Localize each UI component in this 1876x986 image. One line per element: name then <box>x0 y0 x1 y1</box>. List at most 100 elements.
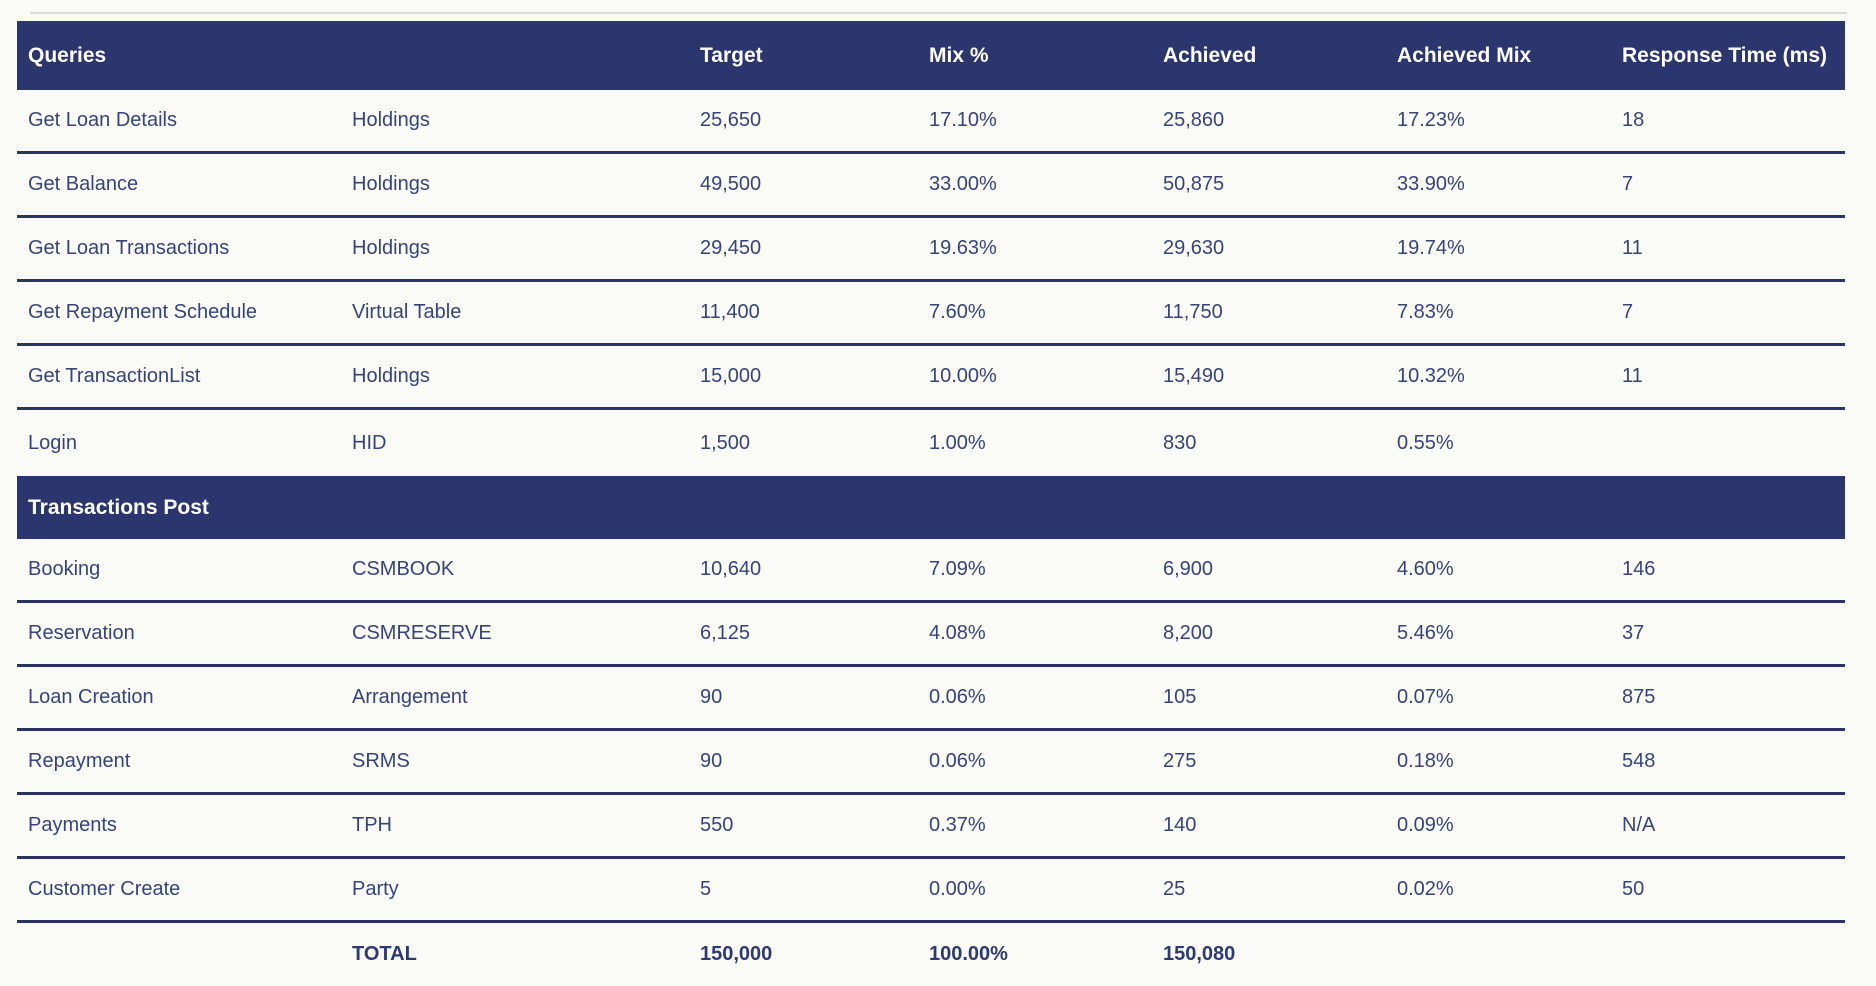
table-row: Get Loan Details Holdings 25,650 17.10% … <box>17 90 1845 154</box>
table-row: Login HID 1,500 1.00% 830 0.55% <box>17 410 1845 476</box>
cell-achieved: 8,200 <box>1163 622 1214 644</box>
cell-module: CSMRESERVE <box>352 622 492 644</box>
cell-achieved-mix: 0.09% <box>1397 814 1454 836</box>
column-header-mix: Mix % <box>929 43 989 67</box>
cell-achieved: 11,750 <box>1163 301 1223 323</box>
cell-achieved-mix: 19.74% <box>1397 237 1465 259</box>
cell-achieved: 830 <box>1163 431 1197 454</box>
cell-module: HID <box>352 431 387 454</box>
cell-module: TPH <box>352 814 392 836</box>
cell-achieved: 50,875 <box>1163 173 1225 195</box>
total-achieved: 150,080 <box>1163 942 1236 965</box>
cell-response-time: 548 <box>1622 750 1656 772</box>
cell-mix: 33.00% <box>929 173 997 195</box>
table-row: Payments TPH 550 0.37% 140 0.09% N/A <box>17 795 1845 859</box>
table-row: Get Balance Holdings 49,500 33.00% 50,87… <box>17 154 1845 218</box>
cell-mix: 19.63% <box>929 237 997 259</box>
cell-module: Party <box>352 878 399 900</box>
total-target: 150,000 <box>700 942 773 965</box>
cell-mix: 0.37% <box>929 814 986 836</box>
top-divider-line <box>30 12 1847 14</box>
cell-module: Holdings <box>352 237 430 259</box>
cell-achieved-mix: 7.83% <box>1397 301 1454 323</box>
cell-target: 90 <box>700 686 723 708</box>
cell-transaction-name: Customer Create <box>28 878 181 900</box>
total-mix: 100.00% <box>929 942 1008 965</box>
cell-target: 15,000 <box>700 365 762 387</box>
cell-module: Holdings <box>352 173 430 195</box>
cell-query-name: Get Loan Details <box>28 109 177 131</box>
cell-mix: 1.00% <box>929 431 986 454</box>
cell-response-time: 11 <box>1622 237 1643 259</box>
cell-module: Holdings <box>352 365 430 387</box>
cell-mix: 0.00% <box>929 878 986 900</box>
cell-target: 90 <box>700 750 723 772</box>
cell-response-time: 875 <box>1622 686 1656 708</box>
cell-module: Arrangement <box>352 686 468 708</box>
cell-transaction-name: Repayment <box>28 750 131 772</box>
cell-target: 10,640 <box>700 558 762 580</box>
cell-transaction-name: Payments <box>28 814 117 836</box>
column-header-target: Target <box>700 43 763 67</box>
cell-query-name: Get TransactionList <box>28 365 201 387</box>
total-row: TOTAL 150,000 100.00% 150,080 <box>17 923 1845 985</box>
section-header-transactions-post: Transactions Post <box>17 476 1845 539</box>
column-header-achieved-mix: Achieved Mix <box>1397 43 1532 67</box>
cell-query-name: Get Repayment Schedule <box>28 301 258 323</box>
cell-module: CSMBOOK <box>352 558 455 580</box>
section-header-label: Transactions Post <box>28 495 209 519</box>
cell-achieved-mix: 0.02% <box>1397 878 1454 900</box>
cell-achieved-mix: 5.46% <box>1397 622 1454 644</box>
cell-achieved: 275 <box>1163 750 1197 772</box>
column-header-response-time: Response Time (ms) <box>1622 43 1828 67</box>
table-row: Customer Create Party 5 0.00% 25 0.02% 5… <box>17 859 1845 923</box>
cell-achieved: 25,860 <box>1163 109 1225 131</box>
cell-query-name: Get Loan Transactions <box>28 237 230 259</box>
cell-target: 1,500 <box>700 431 751 454</box>
cell-query-name: Get Balance <box>28 173 139 195</box>
cell-module: Holdings <box>352 109 430 131</box>
cell-response-time: 37 <box>1622 622 1645 644</box>
cell-mix: 17.10% <box>929 109 997 131</box>
cell-target: 25,650 <box>700 109 762 131</box>
cell-mix: 4.08% <box>929 622 986 644</box>
cell-target: 5 <box>700 878 712 900</box>
table-row: Reservation CSMRESERVE 6,125 4.08% 8,200… <box>17 603 1845 667</box>
cell-achieved: 6,900 <box>1163 558 1214 580</box>
cell-achieved-mix: 4.60% <box>1397 558 1454 580</box>
cell-target: 550 <box>700 814 734 836</box>
cell-achieved-mix: 0.18% <box>1397 750 1454 772</box>
cell-response-time: 7 <box>1622 173 1634 195</box>
column-header-achieved: Achieved <box>1163 43 1257 67</box>
column-header-queries: Queries <box>28 43 107 67</box>
table-row: Get Loan Transactions Holdings 29,450 19… <box>17 218 1845 282</box>
cell-achieved-mix: 17.23% <box>1397 109 1465 131</box>
cell-query-name: Login <box>28 431 77 454</box>
cell-target: 11,400 <box>700 301 760 323</box>
cell-achieved-mix: 33.90% <box>1397 173 1465 195</box>
cell-achieved-mix: 0.55% <box>1397 431 1454 454</box>
cell-response-time: 11 <box>1622 365 1643 387</box>
cell-module: SRMS <box>352 750 410 772</box>
cell-response-time: 50 <box>1622 878 1645 900</box>
table-row: Booking CSMBOOK 10,640 7.09% 6,900 4.60%… <box>17 539 1845 603</box>
cell-response-time: 7 <box>1622 301 1634 323</box>
cell-response-time: 146 <box>1622 558 1656 580</box>
cell-transaction-name: Loan Creation <box>28 686 154 708</box>
cell-mix: 7.09% <box>929 558 986 580</box>
cell-target: 49,500 <box>700 173 762 195</box>
cell-transaction-name: Reservation <box>28 622 135 644</box>
table-row: Repayment SRMS 90 0.06% 275 0.18% 548 <box>17 731 1845 795</box>
cell-achieved: 29,630 <box>1163 237 1225 259</box>
table-row: Loan Creation Arrangement 90 0.06% 105 0… <box>17 667 1845 731</box>
table-row: Get TransactionList Holdings 15,000 10.0… <box>17 346 1845 410</box>
total-label: TOTAL <box>352 942 417 965</box>
cell-transaction-name: Booking <box>28 558 101 580</box>
cell-achieved: 15,490 <box>1163 365 1225 387</box>
cell-mix: 0.06% <box>929 750 986 772</box>
cell-achieved: 140 <box>1163 814 1197 836</box>
table-row: Get Repayment Schedule Virtual Table 11,… <box>17 282 1845 346</box>
table-header-row: Queries Target Mix % Achieved Achieved M… <box>17 21 1845 90</box>
cell-response-time: 18 <box>1622 109 1645 131</box>
